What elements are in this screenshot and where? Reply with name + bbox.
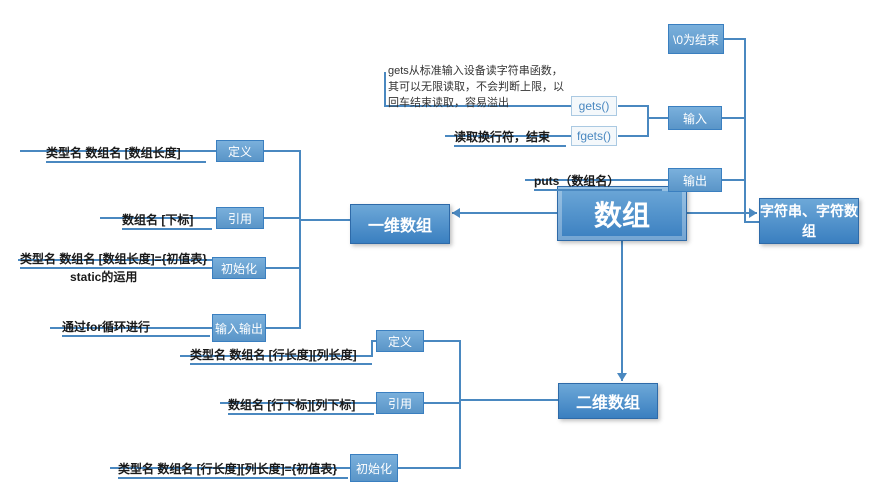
- label-l_puts: puts（数组名）: [534, 172, 662, 191]
- node-ref1: 引用: [216, 207, 264, 229]
- label-l_init1b: static的运用: [70, 268, 137, 285]
- node-gets: gets(): [571, 96, 617, 116]
- label-l_init1a: 类型名 数组名 [数组长度]={初值表}: [20, 250, 212, 269]
- node-init1: 初始化: [212, 257, 266, 279]
- label-l_io1: 通过for循环进行: [62, 318, 210, 337]
- node-io1: 输入输出: [212, 314, 266, 342]
- node-one_dim: 一维数组: [350, 204, 450, 244]
- label-l_gets_desc: gets从标准输入设备读字符串函数，其可以无限读取，不会判断上限，以回车结束读取…: [388, 62, 564, 110]
- node-output: 输出: [668, 168, 722, 192]
- node-input: 输入: [668, 106, 722, 130]
- node-def1: 定义: [216, 140, 264, 162]
- node-ref2: 引用: [376, 392, 424, 414]
- node-str_arr: 字符串、字符数组: [759, 198, 859, 244]
- node-two_dim: 二维数组: [558, 383, 658, 419]
- node-fgets: fgets(): [571, 126, 617, 146]
- label-l_def2: 类型名 数组名 [行长度][列长度]: [190, 346, 372, 365]
- label-l_def1: 类型名 数组名 [数组长度]: [46, 144, 206, 163]
- label-l_init2: 类型名 数组名 [行长度][列长度]={初值表}: [118, 460, 348, 479]
- node-init2: 初始化: [350, 454, 398, 482]
- label-l_ref2: 数组名 [行下标][列下标]: [228, 396, 374, 415]
- node-center: 数组: [557, 186, 687, 241]
- label-l_fgets_desc: 读取换行符，结束: [454, 128, 566, 147]
- node-zero_end: \0为结束: [668, 24, 724, 54]
- label-l_ref1: 数组名 [下标]: [122, 211, 212, 230]
- node-def2: 定义: [376, 330, 424, 352]
